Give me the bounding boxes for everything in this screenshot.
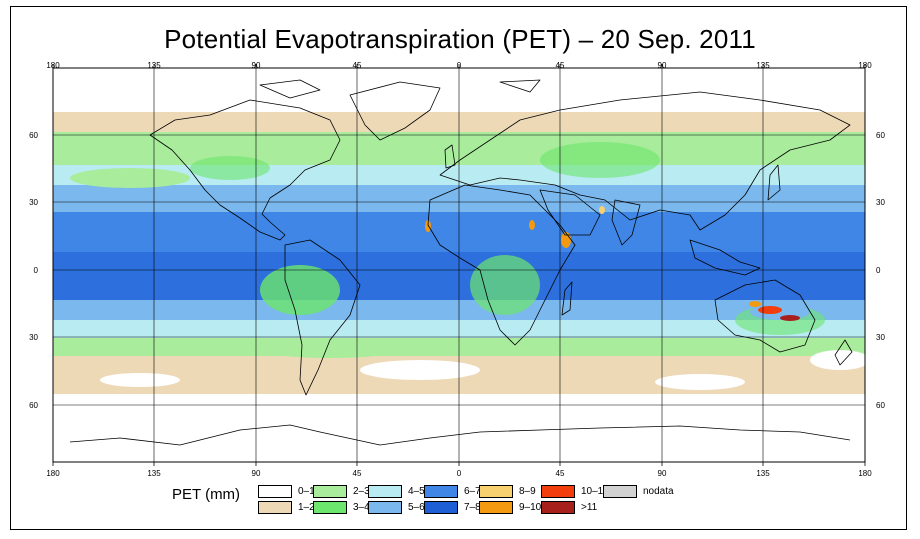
legend-item: 6–7 xyxy=(424,484,481,498)
lon-tick-bottom: 90 xyxy=(252,469,261,478)
lat-tick-left: 30 xyxy=(29,333,38,342)
legend-item: 3–4 xyxy=(313,500,370,514)
coastlines xyxy=(69,79,853,446)
lat-tick-left: 30 xyxy=(29,198,38,207)
legend-item: 7–8 xyxy=(424,500,481,514)
legend-item: 9–10 xyxy=(479,500,541,514)
lon-tick-bottom: 180 xyxy=(46,469,60,478)
lat-tick-right: 30 xyxy=(876,198,885,207)
legend-item: 1–2 xyxy=(258,500,315,514)
lat-tick-left: 60 xyxy=(29,131,38,140)
legend-label: 10–11 xyxy=(581,485,609,497)
lon-tick-bottom: 90 xyxy=(658,469,667,478)
legend-label: 0–1 xyxy=(298,485,315,497)
lat-tick-right: 60 xyxy=(876,401,885,410)
legend-item: 10–11 xyxy=(541,484,608,498)
graticule xyxy=(53,68,865,462)
legend-item: 0–1 xyxy=(258,484,315,498)
legend-label: 8–9 xyxy=(519,485,536,497)
legend-swatch xyxy=(479,484,513,498)
lon-tick-bottom: 135 xyxy=(756,469,770,478)
legend-swatch xyxy=(479,500,513,514)
lat-tick-left: 60 xyxy=(29,401,38,410)
legend-label: 6–7 xyxy=(464,485,481,497)
lat-tick-right: 30 xyxy=(876,333,885,342)
lon-tick-top: 0 xyxy=(457,61,462,70)
legend-label: 2–3 xyxy=(353,485,370,497)
legend-swatch xyxy=(424,500,458,514)
lon-tick-top: 180 xyxy=(46,61,60,70)
legend-swatch xyxy=(368,500,402,514)
legend-label: >11 xyxy=(581,501,598,513)
legend-swatch xyxy=(541,484,575,498)
legend-label: 3–4 xyxy=(353,501,370,513)
lon-tick-bottom: 135 xyxy=(147,469,161,478)
lon-tick-top: 45 xyxy=(353,61,362,70)
legend-swatch xyxy=(313,500,347,514)
lon-tick-bottom: 0 xyxy=(457,469,462,478)
lon-tick-top: 45 xyxy=(556,61,565,70)
lon-tick-top: 90 xyxy=(658,61,667,70)
legend-label: 5–6 xyxy=(408,501,425,513)
legend-swatch xyxy=(424,484,458,498)
legend-label: 4–5 xyxy=(408,485,425,497)
legend-item: 5–6 xyxy=(368,500,425,514)
tick-marks xyxy=(52,64,866,466)
legend-label: 7–8 xyxy=(464,501,481,513)
lat-tick-left: 0 xyxy=(34,266,39,275)
legend-swatch xyxy=(258,500,292,514)
legend-item: nodata xyxy=(603,484,674,498)
lon-tick-bottom: 45 xyxy=(556,469,565,478)
lat-tick-right: 60 xyxy=(876,131,885,140)
legend-swatch xyxy=(541,500,575,514)
legend-title: PET (mm) xyxy=(172,486,241,503)
legend-swatch xyxy=(603,484,637,498)
pet-field xyxy=(53,68,865,462)
lon-tick-bottom: 180 xyxy=(858,469,872,478)
legend-swatch xyxy=(368,484,402,498)
lon-tick-top: 135 xyxy=(756,61,770,70)
map-title: Potential Evapotranspiration (PET) – 20 … xyxy=(164,24,756,54)
legend-item: 2–3 xyxy=(313,484,370,498)
lat-tick-right: 0 xyxy=(876,266,881,275)
legend-label: 1–2 xyxy=(298,501,315,513)
legend-item: 8–9 xyxy=(479,484,536,498)
lon-tick-top: 90 xyxy=(252,61,261,70)
lon-tick-top: 135 xyxy=(147,61,161,70)
lon-tick-top: 180 xyxy=(858,61,872,70)
legend-item: >11 xyxy=(541,500,597,514)
legend-label: nodata xyxy=(643,485,674,497)
legend-swatch xyxy=(258,484,292,498)
legend-item: 4–5 xyxy=(368,484,425,498)
legend-label: 9–10 xyxy=(519,501,542,513)
lon-tick-bottom: 45 xyxy=(353,469,362,478)
legend-swatch xyxy=(313,484,347,498)
